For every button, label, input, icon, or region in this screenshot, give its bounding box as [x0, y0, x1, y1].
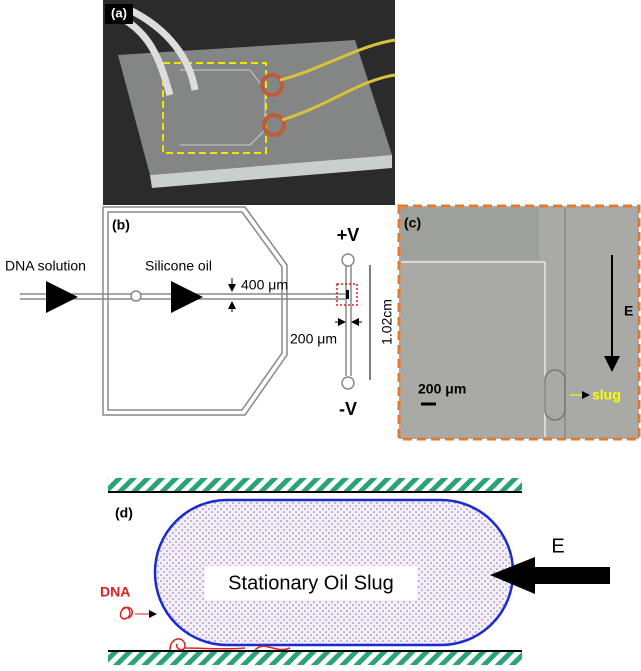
- slug-label: slug: [592, 387, 621, 403]
- length-label: 1.02cm: [379, 299, 395, 345]
- panel-label: (a): [111, 5, 127, 20]
- field-label: E: [551, 535, 564, 557]
- panel-label: (d): [115, 505, 133, 521]
- slug-label: Stationary Oil Slug: [228, 572, 394, 594]
- panel-label: (b): [112, 217, 130, 233]
- panel-a: (a): [103, 0, 395, 205]
- negative-label: -V: [339, 399, 357, 419]
- dna-label: DNA: [100, 584, 130, 600]
- oil-label: Silicone oil: [145, 258, 212, 274]
- panel-label: (c): [404, 215, 421, 231]
- panel-b: [20, 207, 370, 415]
- gap-label: 200 μm: [290, 331, 337, 347]
- width-label: 400 μm: [241, 277, 288, 293]
- panel-c: [399, 206, 639, 439]
- scale-label: 200 μm: [418, 381, 466, 397]
- positive-label: +V: [337, 225, 360, 245]
- field-label: E: [624, 303, 633, 319]
- inlet-label: DNA solution: [5, 258, 86, 274]
- figure: (a) (b) DNA solution Silicone oil 400 μm…: [0, 0, 641, 671]
